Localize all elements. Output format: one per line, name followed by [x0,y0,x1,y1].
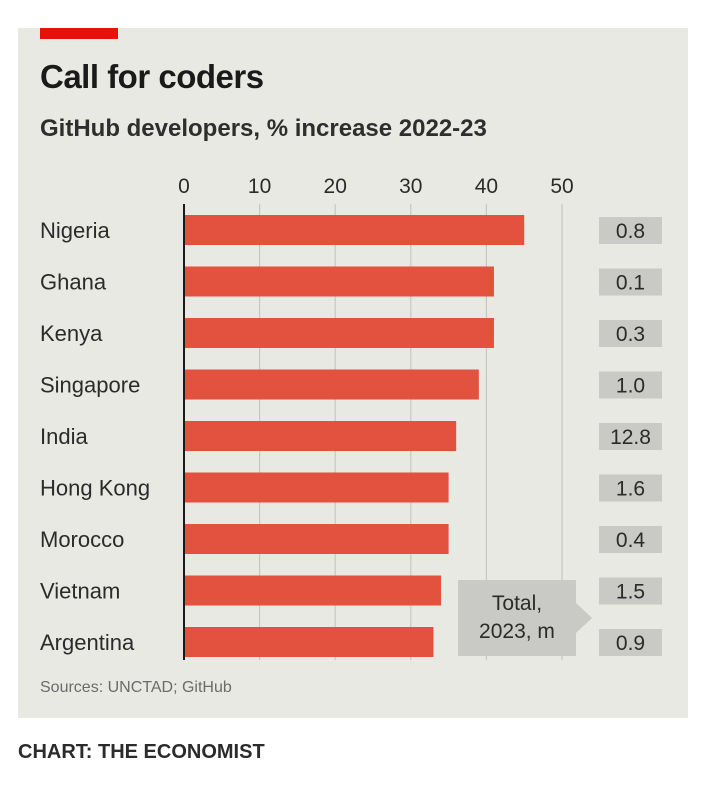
total-box [599,577,662,605]
category-label: Kenya [40,321,103,346]
total-value: 0.4 [616,529,646,552]
total-value: 1.0 [616,375,645,398]
bar [184,215,525,245]
bar [184,266,494,297]
bar [184,575,442,606]
category-label: Nigeria [40,218,110,243]
total-value: 0.1 [616,272,645,295]
bar [184,472,449,503]
x-tick-label: 40 [475,175,498,198]
bar [184,318,494,348]
total-value: 0.9 [616,632,645,655]
x-tick-label: 20 [324,175,347,198]
category-label: Ghana [40,270,107,295]
total-box [599,474,662,502]
category-label: Singapore [40,373,140,398]
total-box [599,268,662,296]
x-tick-label: 0 [178,175,190,198]
total-box [599,320,662,347]
bar [184,421,457,451]
total-value: 0.3 [616,323,645,346]
category-label: Vietnam [40,579,120,604]
total-box [599,526,662,553]
x-tick-label: 30 [399,175,422,198]
chart-title: Call for coders [40,58,264,95]
total-box [599,423,662,450]
total-value: 12.8 [610,426,651,449]
brand-tag [40,28,118,39]
totals-callout-box [458,580,592,656]
chart-credit: CHART: THE ECONOMIST [18,741,265,763]
source-note: Sources: UNCTAD; GitHub [40,679,232,696]
bar [184,369,479,400]
category-label: Morocco [40,527,124,552]
bar [184,524,449,554]
category-label: Hong Kong [40,476,150,501]
totals-callout-label: 2023, m [479,620,555,643]
total-value: 1.5 [616,581,645,604]
chart-subtitle: GitHub developers, % increase 2022-23 [40,115,487,142]
bar [184,627,434,657]
totals-callout-label: Total, [492,592,542,615]
total-box [599,371,662,399]
total-box [599,217,662,244]
x-tick-label: 10 [248,175,271,198]
category-label: India [40,424,88,449]
total-box [599,629,662,656]
x-tick-label: 50 [550,175,573,198]
category-label: Argentina [40,630,135,655]
total-value: 0.8 [616,220,645,243]
total-value: 1.6 [616,478,645,501]
